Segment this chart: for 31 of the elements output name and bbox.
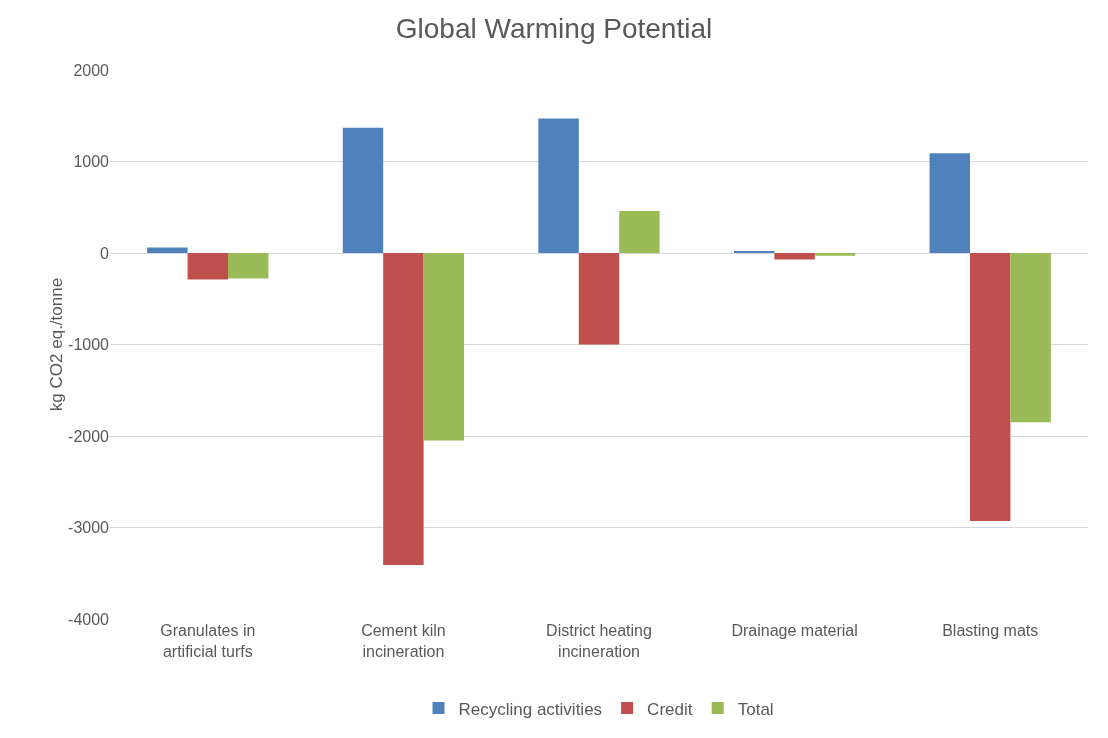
y-tick-label: -1000 — [68, 336, 110, 354]
chart-title: Global Warming Potential — [395, 13, 713, 45]
bar — [619, 210, 660, 253]
bar — [383, 253, 424, 566]
legend-label: Recycling activities — [458, 699, 603, 719]
bar — [1010, 253, 1051, 423]
legend-label: Total — [737, 699, 774, 719]
y-tick-label: 2000 — [73, 61, 110, 79]
bar — [187, 253, 229, 280]
bar — [814, 253, 856, 256]
bar — [423, 253, 465, 441]
x-tick-label: Drainage material — [731, 622, 858, 639]
y-tick-label: -4000 — [68, 610, 110, 628]
x-tick-label: Blasting mats — [942, 622, 1039, 639]
y-tick-label: -3000 — [68, 519, 110, 537]
legend-label: Credit — [647, 699, 693, 719]
x-tick-label: Cement kiln incineration — [361, 622, 446, 660]
x-tick-label: Granulates in artificial turfs — [160, 622, 256, 660]
bar — [228, 253, 269, 279]
bar — [929, 153, 970, 253]
bar — [969, 253, 1011, 522]
y-tick-label: -2000 — [68, 427, 110, 445]
y-tick-label: 1000 — [73, 153, 110, 171]
y-tick-label: 0 — [100, 244, 110, 262]
bar — [342, 127, 384, 253]
y-axis-title: kg CO2 eq./tonne — [47, 277, 67, 412]
bar — [147, 247, 188, 253]
bar — [578, 253, 620, 345]
bar — [774, 253, 815, 260]
x-tick-label: District heating incineration — [546, 622, 652, 660]
bar — [538, 118, 579, 253]
